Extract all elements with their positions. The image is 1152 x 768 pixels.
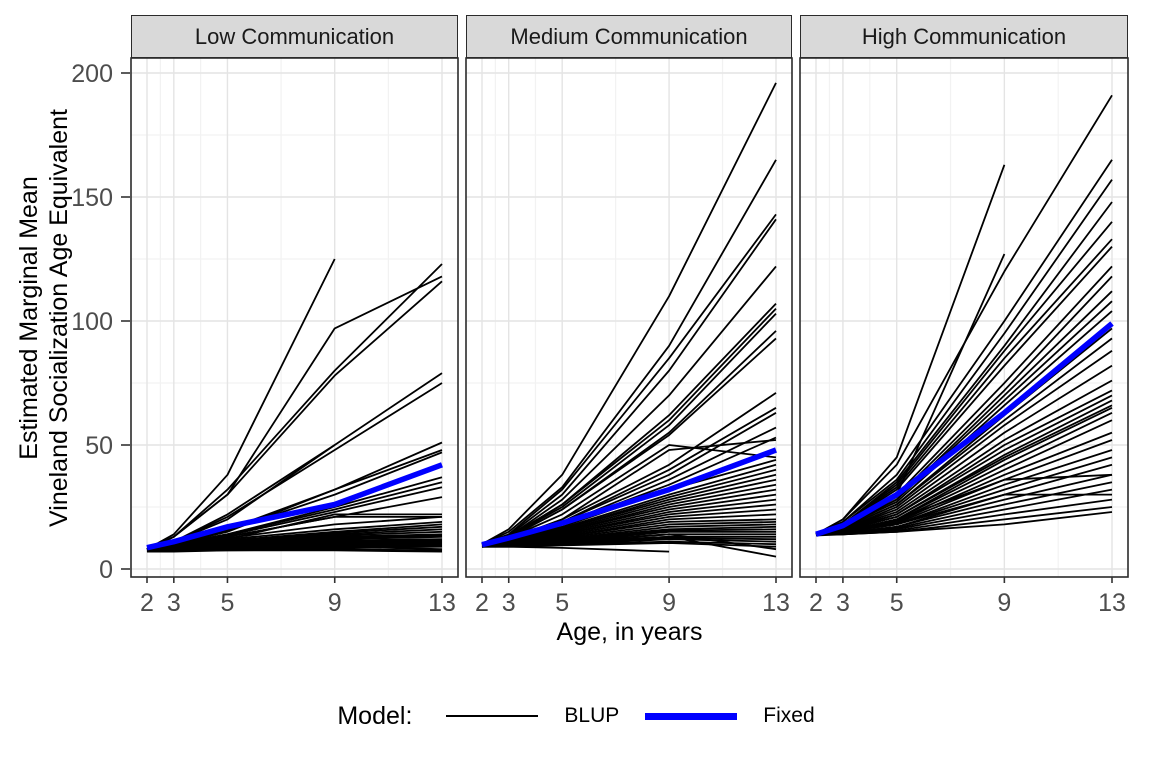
y-axis-title-line2: Vineland Socialization Age Equivalent bbox=[45, 109, 73, 527]
panel-background bbox=[466, 58, 792, 577]
legend: Model: BLUP Fixed bbox=[0, 699, 1152, 733]
panel-background bbox=[131, 58, 458, 577]
x-tick-label: 5 bbox=[890, 589, 904, 617]
blup-line bbox=[147, 549, 443, 553]
panel-border bbox=[799, 57, 1129, 578]
fixed-line bbox=[146, 462, 443, 551]
panel-border bbox=[130, 57, 459, 578]
fixed-line bbox=[815, 321, 1114, 537]
x-tick-label: 2 bbox=[475, 589, 489, 617]
x-tick-label: 13 bbox=[428, 589, 456, 617]
x-tick-label: 9 bbox=[328, 589, 342, 617]
y-tick-label: 150 bbox=[71, 184, 113, 212]
y-tick-label: 0 bbox=[99, 556, 113, 584]
x-tick-label: 5 bbox=[555, 589, 569, 617]
fixed-line bbox=[481, 447, 777, 548]
x-tick-label: 5 bbox=[221, 589, 235, 617]
facet-title: High Communication bbox=[861, 23, 1067, 49]
x-tick-label: 3 bbox=[167, 589, 181, 617]
y-tick-label: 100 bbox=[71, 308, 113, 336]
blup-line bbox=[815, 511, 1113, 537]
legend-title: Model: bbox=[337, 701, 413, 730]
x-tick-label: 3 bbox=[836, 589, 850, 617]
fixed-line-key-icon bbox=[645, 712, 738, 720]
blup-line-key-icon bbox=[446, 714, 539, 718]
facet-strip-low: Low Communication bbox=[131, 15, 458, 58]
x-tick-label: 3 bbox=[502, 589, 516, 617]
x-tick-label: 13 bbox=[762, 589, 790, 617]
blup-line bbox=[815, 94, 1113, 536]
y-tick-label: 50 bbox=[85, 432, 113, 460]
y-axis-title-line1: Estimated Marginal Mean bbox=[15, 176, 43, 460]
legend-label-fixed: Fixed bbox=[763, 704, 815, 727]
blup-line bbox=[481, 535, 777, 558]
x-axis-title: Age, in years bbox=[556, 618, 703, 646]
blup-line bbox=[481, 159, 777, 546]
blup-line bbox=[481, 82, 777, 545]
x-tick-label: 13 bbox=[1098, 589, 1126, 617]
panel-border bbox=[465, 57, 793, 578]
x-tick-label: 9 bbox=[997, 589, 1011, 617]
facet-strip-high: High Communication bbox=[800, 15, 1128, 58]
legend-label-blup: BLUP bbox=[564, 704, 620, 727]
facet-title: Low Communication bbox=[194, 23, 395, 49]
facet-strip-medium: Medium Communication bbox=[466, 15, 792, 58]
blup-line bbox=[482, 545, 670, 553]
y-tick-label: 200 bbox=[71, 60, 113, 88]
x-tick-label: 9 bbox=[662, 589, 676, 617]
facet-title: Medium Communication bbox=[510, 23, 748, 49]
x-tick-label: 2 bbox=[140, 589, 154, 617]
x-tick-label: 2 bbox=[809, 589, 823, 617]
blup-line bbox=[146, 258, 336, 550]
